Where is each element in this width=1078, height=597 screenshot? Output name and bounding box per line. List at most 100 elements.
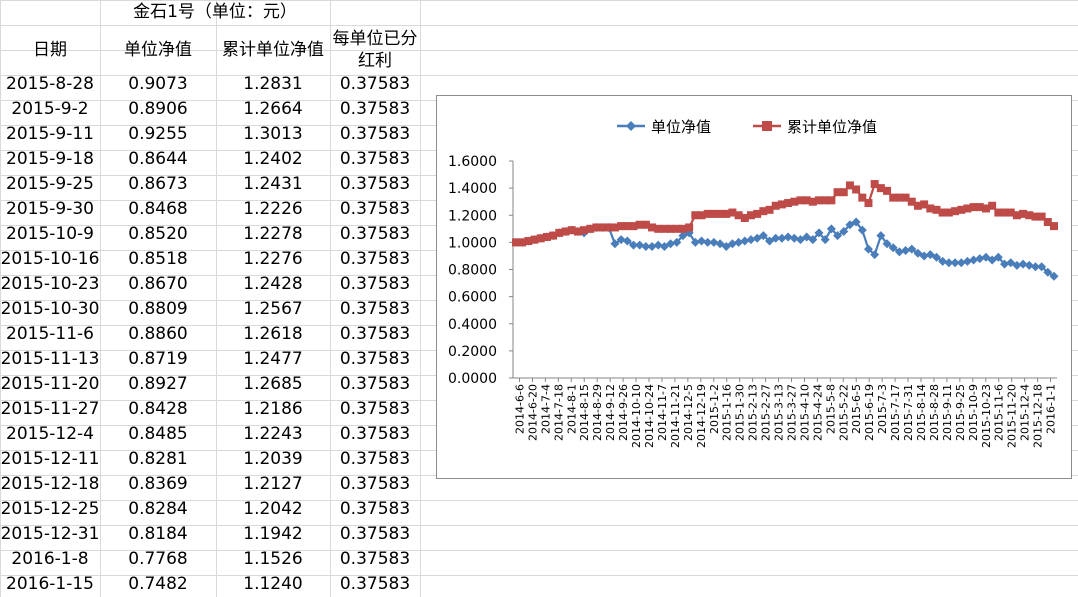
- series-point: [697, 211, 706, 220]
- cell-cum-nav[interactable]: 1.2186: [243, 399, 303, 419]
- cell-dividend[interactable]: 0.37583: [339, 449, 411, 469]
- cell-dividend[interactable]: 0.37583: [339, 574, 411, 594]
- cell-nav[interactable]: 0.9255: [128, 124, 188, 144]
- cell-dividend[interactable]: 0.37583: [339, 424, 411, 444]
- cell-nav[interactable]: 0.8485: [128, 424, 188, 444]
- cell-cum-nav[interactable]: 1.2831: [243, 74, 303, 94]
- cell-cum-nav[interactable]: 1.2039: [243, 449, 303, 469]
- cell-nav[interactable]: 0.8468: [128, 199, 188, 219]
- header-dividend[interactable]: 每单位已分红利: [332, 29, 418, 71]
- cell-date[interactable]: 2015-10-30: [0, 299, 100, 319]
- cell-date[interactable]: 2015-9-11: [6, 124, 94, 144]
- cell-nav[interactable]: 0.8520: [128, 224, 188, 244]
- cell-cum-nav[interactable]: 1.2567: [243, 299, 303, 319]
- header-nav[interactable]: 单位净值: [124, 40, 192, 60]
- cell-nav[interactable]: 0.8927: [128, 374, 188, 394]
- cell-cum-nav[interactable]: 1.2431: [243, 174, 303, 194]
- cell-cum-nav[interactable]: 1.2278: [243, 224, 303, 244]
- series-point: [888, 243, 898, 253]
- cell-nav[interactable]: 0.8644: [128, 149, 188, 169]
- cell-dividend[interactable]: 0.37583: [339, 324, 411, 344]
- cell-dividend[interactable]: 0.37583: [339, 374, 411, 394]
- cell-cum-nav[interactable]: 1.1526: [243, 549, 303, 569]
- cell-cum-nav[interactable]: 1.2042: [243, 499, 303, 519]
- cell-dividend[interactable]: 0.37583: [339, 399, 411, 419]
- cell-date[interactable]: 2015-9-25: [6, 174, 94, 194]
- cell-cum-nav[interactable]: 1.2402: [243, 149, 303, 169]
- cell-cum-nav[interactable]: 1.1942: [243, 524, 303, 544]
- cell-dividend[interactable]: 0.37583: [339, 549, 411, 569]
- cell-date[interactable]: 2015-9-18: [6, 149, 94, 169]
- series-point: [833, 231, 843, 241]
- cell-nav[interactable]: 0.8184: [128, 524, 188, 544]
- cell-cum-nav[interactable]: 1.2127: [243, 474, 303, 494]
- cell-date[interactable]: 2015-11-13: [0, 349, 100, 369]
- nav-line-chart[interactable]: 0.0000 0.2000 0.4000 0.6000 0.8000 1.0000 1.20…: [436, 95, 1072, 479]
- x-tick-label: 2015-2-27: [760, 384, 773, 441]
- cell-dividend[interactable]: 0.37583: [339, 474, 411, 494]
- cell-nav[interactable]: 0.8860: [128, 324, 188, 344]
- cell-dividend[interactable]: 0.37583: [339, 199, 411, 219]
- cell-nav[interactable]: 0.8809: [128, 299, 188, 319]
- cell-date[interactable]: 2015-12-18: [0, 474, 100, 494]
- cell-nav[interactable]: 0.8369: [128, 474, 188, 494]
- cell-date[interactable]: 2015-9-2: [11, 99, 89, 119]
- cell-dividend[interactable]: 0.37583: [339, 124, 411, 144]
- cell-cum-nav[interactable]: 1.3013: [243, 124, 303, 144]
- cell-nav[interactable]: 0.7482: [128, 574, 188, 594]
- cell-date[interactable]: 2015-11-6: [6, 324, 94, 344]
- cell-date[interactable]: 2016-1-15: [6, 574, 94, 594]
- cell-date[interactable]: 2015-12-11: [0, 449, 100, 469]
- cell-dividend[interactable]: 0.37583: [339, 274, 411, 294]
- cell-nav[interactable]: 0.8906: [128, 99, 188, 119]
- cell-date[interactable]: 2015-10-23: [0, 274, 100, 294]
- cell-date[interactable]: 2015-8-28: [6, 74, 94, 94]
- cell-nav[interactable]: 0.8428: [128, 399, 188, 419]
- cell-nav[interactable]: 0.8281: [128, 449, 188, 469]
- cell-date[interactable]: 2015-10-9: [6, 224, 94, 244]
- cell-date[interactable]: 2016-1-8: [11, 549, 89, 569]
- cell-cum-nav[interactable]: 1.2664: [243, 99, 303, 119]
- series-point: [678, 224, 687, 233]
- header-date[interactable]: 日期: [33, 40, 67, 60]
- cell-dividend[interactable]: 0.37583: [339, 174, 411, 194]
- cell-cum-nav[interactable]: 1.2226: [243, 199, 303, 219]
- cell-nav[interactable]: 0.8673: [128, 174, 188, 194]
- cell-date[interactable]: 2015-12-4: [6, 424, 94, 444]
- cell-cum-nav[interactable]: 1.2243: [243, 424, 303, 444]
- cell-dividend[interactable]: 0.37583: [339, 224, 411, 244]
- cell-dividend[interactable]: 0.37583: [339, 74, 411, 94]
- cell-dividend[interactable]: 0.37583: [339, 249, 411, 269]
- header-cum-nav[interactable]: 累计单位净值: [222, 40, 324, 60]
- cell-cum-nav[interactable]: 1.2618: [243, 324, 303, 344]
- x-tick-label: 2015-1-2: [708, 384, 721, 434]
- cell-cum-nav[interactable]: 1.2276: [243, 249, 303, 269]
- cell-nav[interactable]: 0.7768: [128, 549, 188, 569]
- cell-nav[interactable]: 0.9073: [128, 74, 188, 94]
- cell-dividend[interactable]: 0.37583: [339, 524, 411, 544]
- cell-dividend[interactable]: 0.37583: [339, 99, 411, 119]
- cell-nav[interactable]: 0.8670: [128, 274, 188, 294]
- cell-cum-nav[interactable]: 1.2685: [243, 374, 303, 394]
- cell-date[interactable]: 2015-11-27: [0, 399, 100, 419]
- cell-dividend[interactable]: 0.37583: [339, 349, 411, 369]
- cell-nav[interactable]: 0.8518: [128, 249, 188, 269]
- cell-cum-nav[interactable]: 1.1240: [243, 574, 303, 594]
- sheet-title[interactable]: 金石1号（单位：元）: [133, 2, 297, 22]
- x-tick-label: 2014-6-20: [526, 384, 539, 441]
- cell-date[interactable]: 2015-10-16: [0, 249, 100, 269]
- cell-cum-nav[interactable]: 1.2428: [243, 274, 303, 294]
- series-point: [660, 224, 669, 233]
- series-point: [1037, 262, 1047, 272]
- cell-dividend[interactable]: 0.37583: [339, 499, 411, 519]
- cell-dividend[interactable]: 0.37583: [339, 149, 411, 169]
- x-tick-label: 2014-8-1: [565, 384, 578, 434]
- cell-dividend[interactable]: 0.37583: [339, 299, 411, 319]
- cell-date[interactable]: 2015-12-25: [0, 499, 100, 519]
- cell-date[interactable]: 2015-11-20: [0, 374, 100, 394]
- cell-date[interactable]: 2015-12-31: [0, 524, 100, 544]
- cell-cum-nav[interactable]: 1.2477: [243, 349, 303, 369]
- cell-nav[interactable]: 0.8719: [128, 349, 188, 369]
- cell-nav[interactable]: 0.8284: [128, 499, 188, 519]
- cell-date[interactable]: 2015-9-30: [6, 199, 94, 219]
